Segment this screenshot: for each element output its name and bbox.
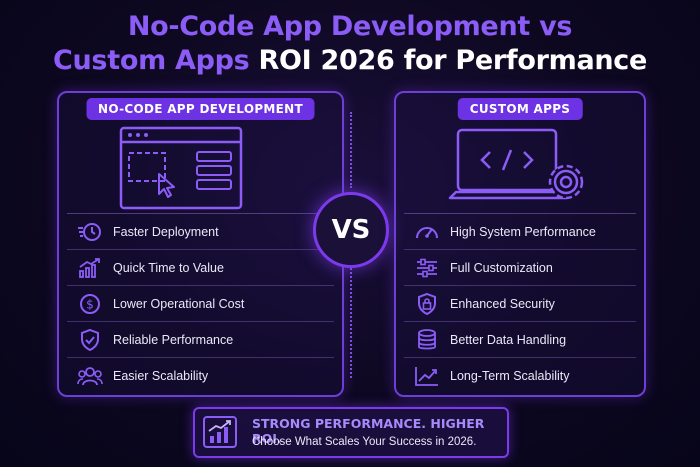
clock-fast-icon: [67, 221, 113, 243]
list-item: Faster Deployment: [67, 213, 334, 249]
list-item-label: Lower Operational Cost: [113, 296, 245, 311]
bar-chart-growth-icon: [203, 416, 237, 448]
shield-check-icon: [67, 328, 113, 352]
list-item: Better Data Handling: [404, 321, 636, 357]
vs-badge: VS: [313, 192, 389, 268]
users-icon: [67, 365, 113, 387]
list-item-label: Full Customization: [450, 260, 553, 275]
custom-apps-badge: CUSTOM APPS: [457, 98, 583, 120]
speedometer-icon: [404, 221, 450, 243]
list-item: Long-Term Scalability: [404, 357, 636, 393]
dollar-coin-icon: $: [67, 293, 113, 315]
list-item-label: Easier Scalability: [113, 368, 209, 383]
database-icon: [404, 328, 450, 352]
list-item: Easier Scalability: [67, 357, 334, 393]
list-item: Reliable Performance: [67, 321, 334, 357]
custom-apps-benefit-list: High System Performance Full Customizati…: [404, 213, 636, 393]
list-item: Quick Time to Value: [67, 249, 334, 285]
list-item-label: Long-Term Scalability: [450, 368, 570, 383]
divider-top: [350, 112, 352, 188]
list-item-label: Better Data Handling: [450, 332, 567, 347]
roi-banner: STRONG PERFORMANCE. HIGHER ROI. Choose W…: [193, 407, 509, 458]
list-item: $ Lower Operational Cost: [67, 285, 334, 321]
custom-apps-panel: CUSTOM APPS High System Performance Full…: [394, 91, 646, 397]
list-item-label: High System Performance: [450, 224, 596, 239]
svg-text:$: $: [86, 297, 94, 311]
lock-shield-icon: [404, 292, 450, 316]
no-code-badge: NO-CODE APP DEVELOPMENT: [86, 98, 315, 120]
list-item: High System Performance: [404, 213, 636, 249]
banner-headline: STRONG PERFORMANCE. HIGHER ROI.: [252, 416, 485, 446]
divider-bottom: [350, 268, 352, 378]
trend-line-icon: [404, 365, 450, 387]
list-item-label: Enhanced Security: [450, 296, 555, 311]
no-code-builder-illustration: [119, 126, 243, 210]
custom-code-laptop-illustration: [448, 128, 584, 200]
page-title-line-1: No-Code App Development vs: [127, 11, 573, 42]
title-custom-apps: Custom Apps: [53, 45, 250, 76]
title-roi-performance: ROI 2026 for Performance: [258, 45, 648, 76]
list-item-label: Reliable Performance: [113, 332, 234, 347]
page-title-line-2: Custom Apps ROI 2026 for Performance: [0, 44, 700, 78]
no-code-benefit-list: Faster Deployment Quick Time to Value $ …: [67, 213, 334, 393]
list-item: Enhanced Security: [404, 285, 636, 321]
banner-subtext: Choose What Scales Your Success in 2026.: [252, 436, 477, 448]
list-item-label: Quick Time to Value: [113, 260, 224, 275]
list-item: Full Customization: [404, 249, 636, 285]
no-code-panel: NO-CODE APP DEVELOPMENT Faster Deploymen…: [57, 91, 344, 397]
list-item-label: Faster Deployment: [113, 224, 219, 239]
sliders-icon: [404, 257, 450, 279]
growth-chart-icon: [67, 257, 113, 279]
